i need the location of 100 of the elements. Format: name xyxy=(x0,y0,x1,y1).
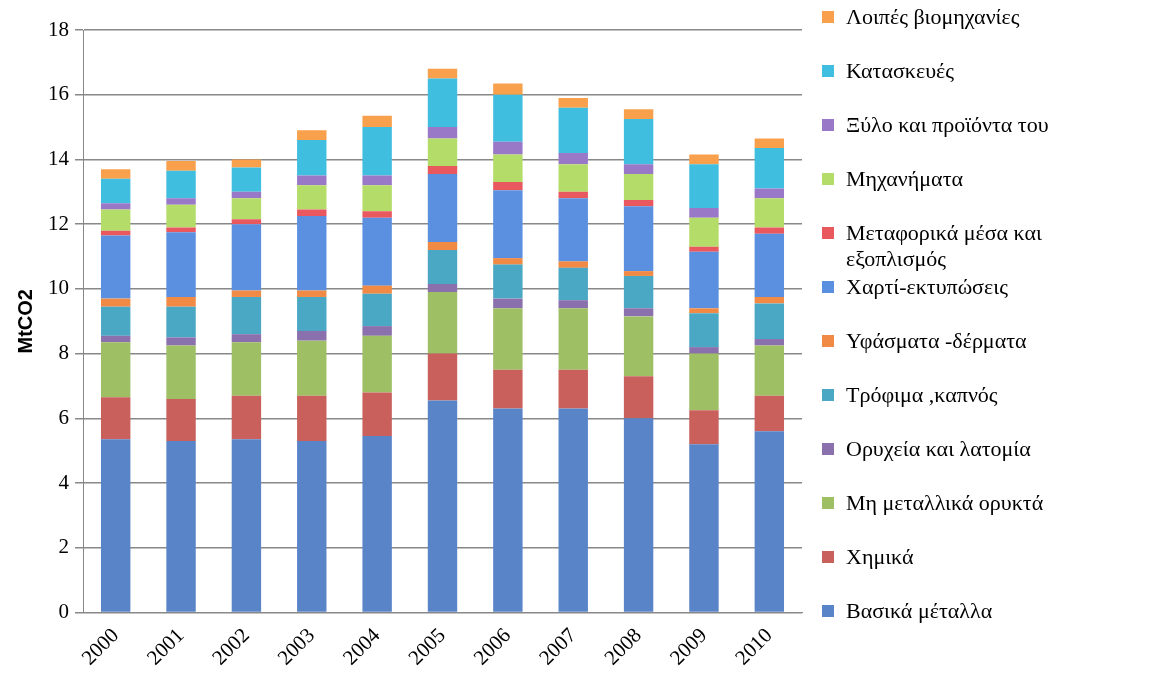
bar xyxy=(166,306,196,338)
bar xyxy=(623,109,654,119)
bar xyxy=(623,164,654,174)
bar xyxy=(166,440,196,612)
y-tick-label: 6 xyxy=(58,404,69,429)
bar xyxy=(231,439,262,612)
bar xyxy=(166,398,196,441)
y-tick-label: 2 xyxy=(58,534,69,559)
bar xyxy=(231,342,262,396)
legend-label: Μη μεταλλικά ορυκτά xyxy=(846,490,1045,516)
bar xyxy=(493,190,523,259)
bar xyxy=(623,376,654,419)
bar xyxy=(297,209,327,217)
bar xyxy=(754,227,785,234)
bar xyxy=(362,185,392,212)
bar xyxy=(231,395,262,440)
bar xyxy=(297,340,327,396)
legend-label: Τρόφιμα ,καπνός xyxy=(846,382,999,408)
bar xyxy=(100,178,131,204)
bar xyxy=(166,204,196,228)
y-tick-label: 18 xyxy=(48,16,69,41)
bar xyxy=(493,264,523,299)
bar xyxy=(166,227,196,233)
bar xyxy=(558,261,588,268)
bar xyxy=(231,191,262,199)
bar xyxy=(493,141,523,155)
bar xyxy=(493,298,523,309)
bar xyxy=(362,127,392,176)
bar xyxy=(231,334,262,343)
bar xyxy=(493,369,523,409)
legend-label: Χαρτί-εκτυπώσεις xyxy=(846,274,1009,300)
legend-label: Βασικά μέταλλα xyxy=(846,598,994,624)
bar xyxy=(689,313,719,348)
legend-label: Λοιπές βιομηχανίες xyxy=(846,4,1021,30)
bar xyxy=(623,275,654,309)
bar xyxy=(689,207,719,218)
bar xyxy=(100,298,131,307)
bar xyxy=(297,185,327,210)
bar xyxy=(100,342,131,398)
bar xyxy=(362,115,392,128)
bar xyxy=(623,271,654,276)
bar xyxy=(297,140,327,176)
bar xyxy=(754,431,785,612)
bar xyxy=(558,267,588,301)
legend-label: Υφάσματα -δέρματα xyxy=(846,328,1028,354)
bar xyxy=(558,408,588,612)
bar xyxy=(297,330,327,341)
bar xyxy=(427,250,458,285)
bar xyxy=(558,97,588,108)
bar xyxy=(493,258,523,265)
y-axis-title: MtCO2 xyxy=(13,289,36,354)
bar xyxy=(166,198,196,205)
bar xyxy=(297,296,327,331)
bar xyxy=(493,308,523,370)
bar xyxy=(558,152,588,165)
bar xyxy=(754,296,785,304)
bar xyxy=(558,191,588,199)
bar xyxy=(100,209,131,231)
bar xyxy=(231,198,262,220)
bar xyxy=(362,285,392,294)
bar xyxy=(754,188,785,199)
bar xyxy=(689,251,719,309)
bar xyxy=(297,395,327,441)
bar xyxy=(754,138,785,149)
bar xyxy=(231,159,262,168)
bar xyxy=(166,345,196,399)
bar xyxy=(166,161,196,171)
bar xyxy=(100,235,131,299)
bar xyxy=(689,154,719,165)
y-tick-label: 14 xyxy=(48,145,70,170)
bar xyxy=(623,316,654,377)
bar xyxy=(558,107,588,153)
bar xyxy=(689,308,719,314)
bar xyxy=(689,353,719,411)
bar xyxy=(754,148,785,189)
bar xyxy=(427,292,458,354)
legend-label: Μηχανήματα xyxy=(846,166,964,192)
bar xyxy=(558,198,588,262)
bar xyxy=(754,233,785,297)
bar xyxy=(754,303,785,340)
bar xyxy=(427,165,458,174)
bar xyxy=(689,410,719,445)
bar xyxy=(100,335,131,343)
bar xyxy=(689,246,719,252)
bar xyxy=(427,127,458,139)
bar xyxy=(427,400,458,612)
bar xyxy=(623,118,654,165)
bar xyxy=(623,199,654,207)
y-tick-label: 8 xyxy=(58,340,69,365)
bar xyxy=(493,408,523,612)
bar xyxy=(427,284,458,293)
bar xyxy=(297,216,327,291)
bar xyxy=(427,241,458,251)
bar xyxy=(623,206,654,272)
bar xyxy=(362,326,392,336)
bar xyxy=(362,293,392,327)
bar xyxy=(231,224,262,291)
bar xyxy=(493,182,523,191)
bar xyxy=(231,296,262,335)
bar xyxy=(231,219,262,225)
